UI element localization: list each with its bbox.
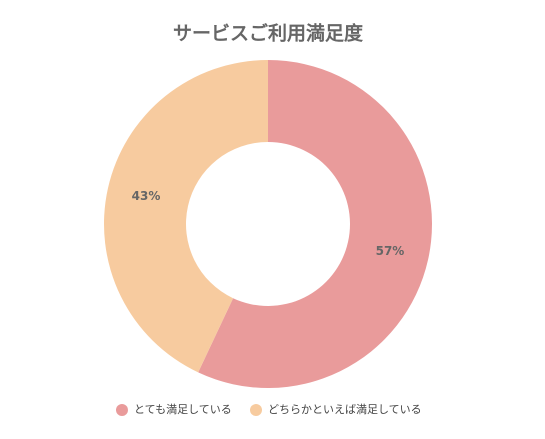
legend-marker	[116, 404, 128, 416]
legend-label: とても満足している	[134, 403, 232, 416]
data-label: 43%	[132, 189, 161, 203]
legend-marker	[250, 404, 262, 416]
donut-slice	[198, 60, 432, 388]
legend-label: どちらかといえば満足している	[268, 403, 422, 416]
chart-title: サービスご利用満足度	[173, 22, 364, 45]
data-label: 57%	[376, 244, 405, 258]
donut-slice	[103, 60, 269, 373]
